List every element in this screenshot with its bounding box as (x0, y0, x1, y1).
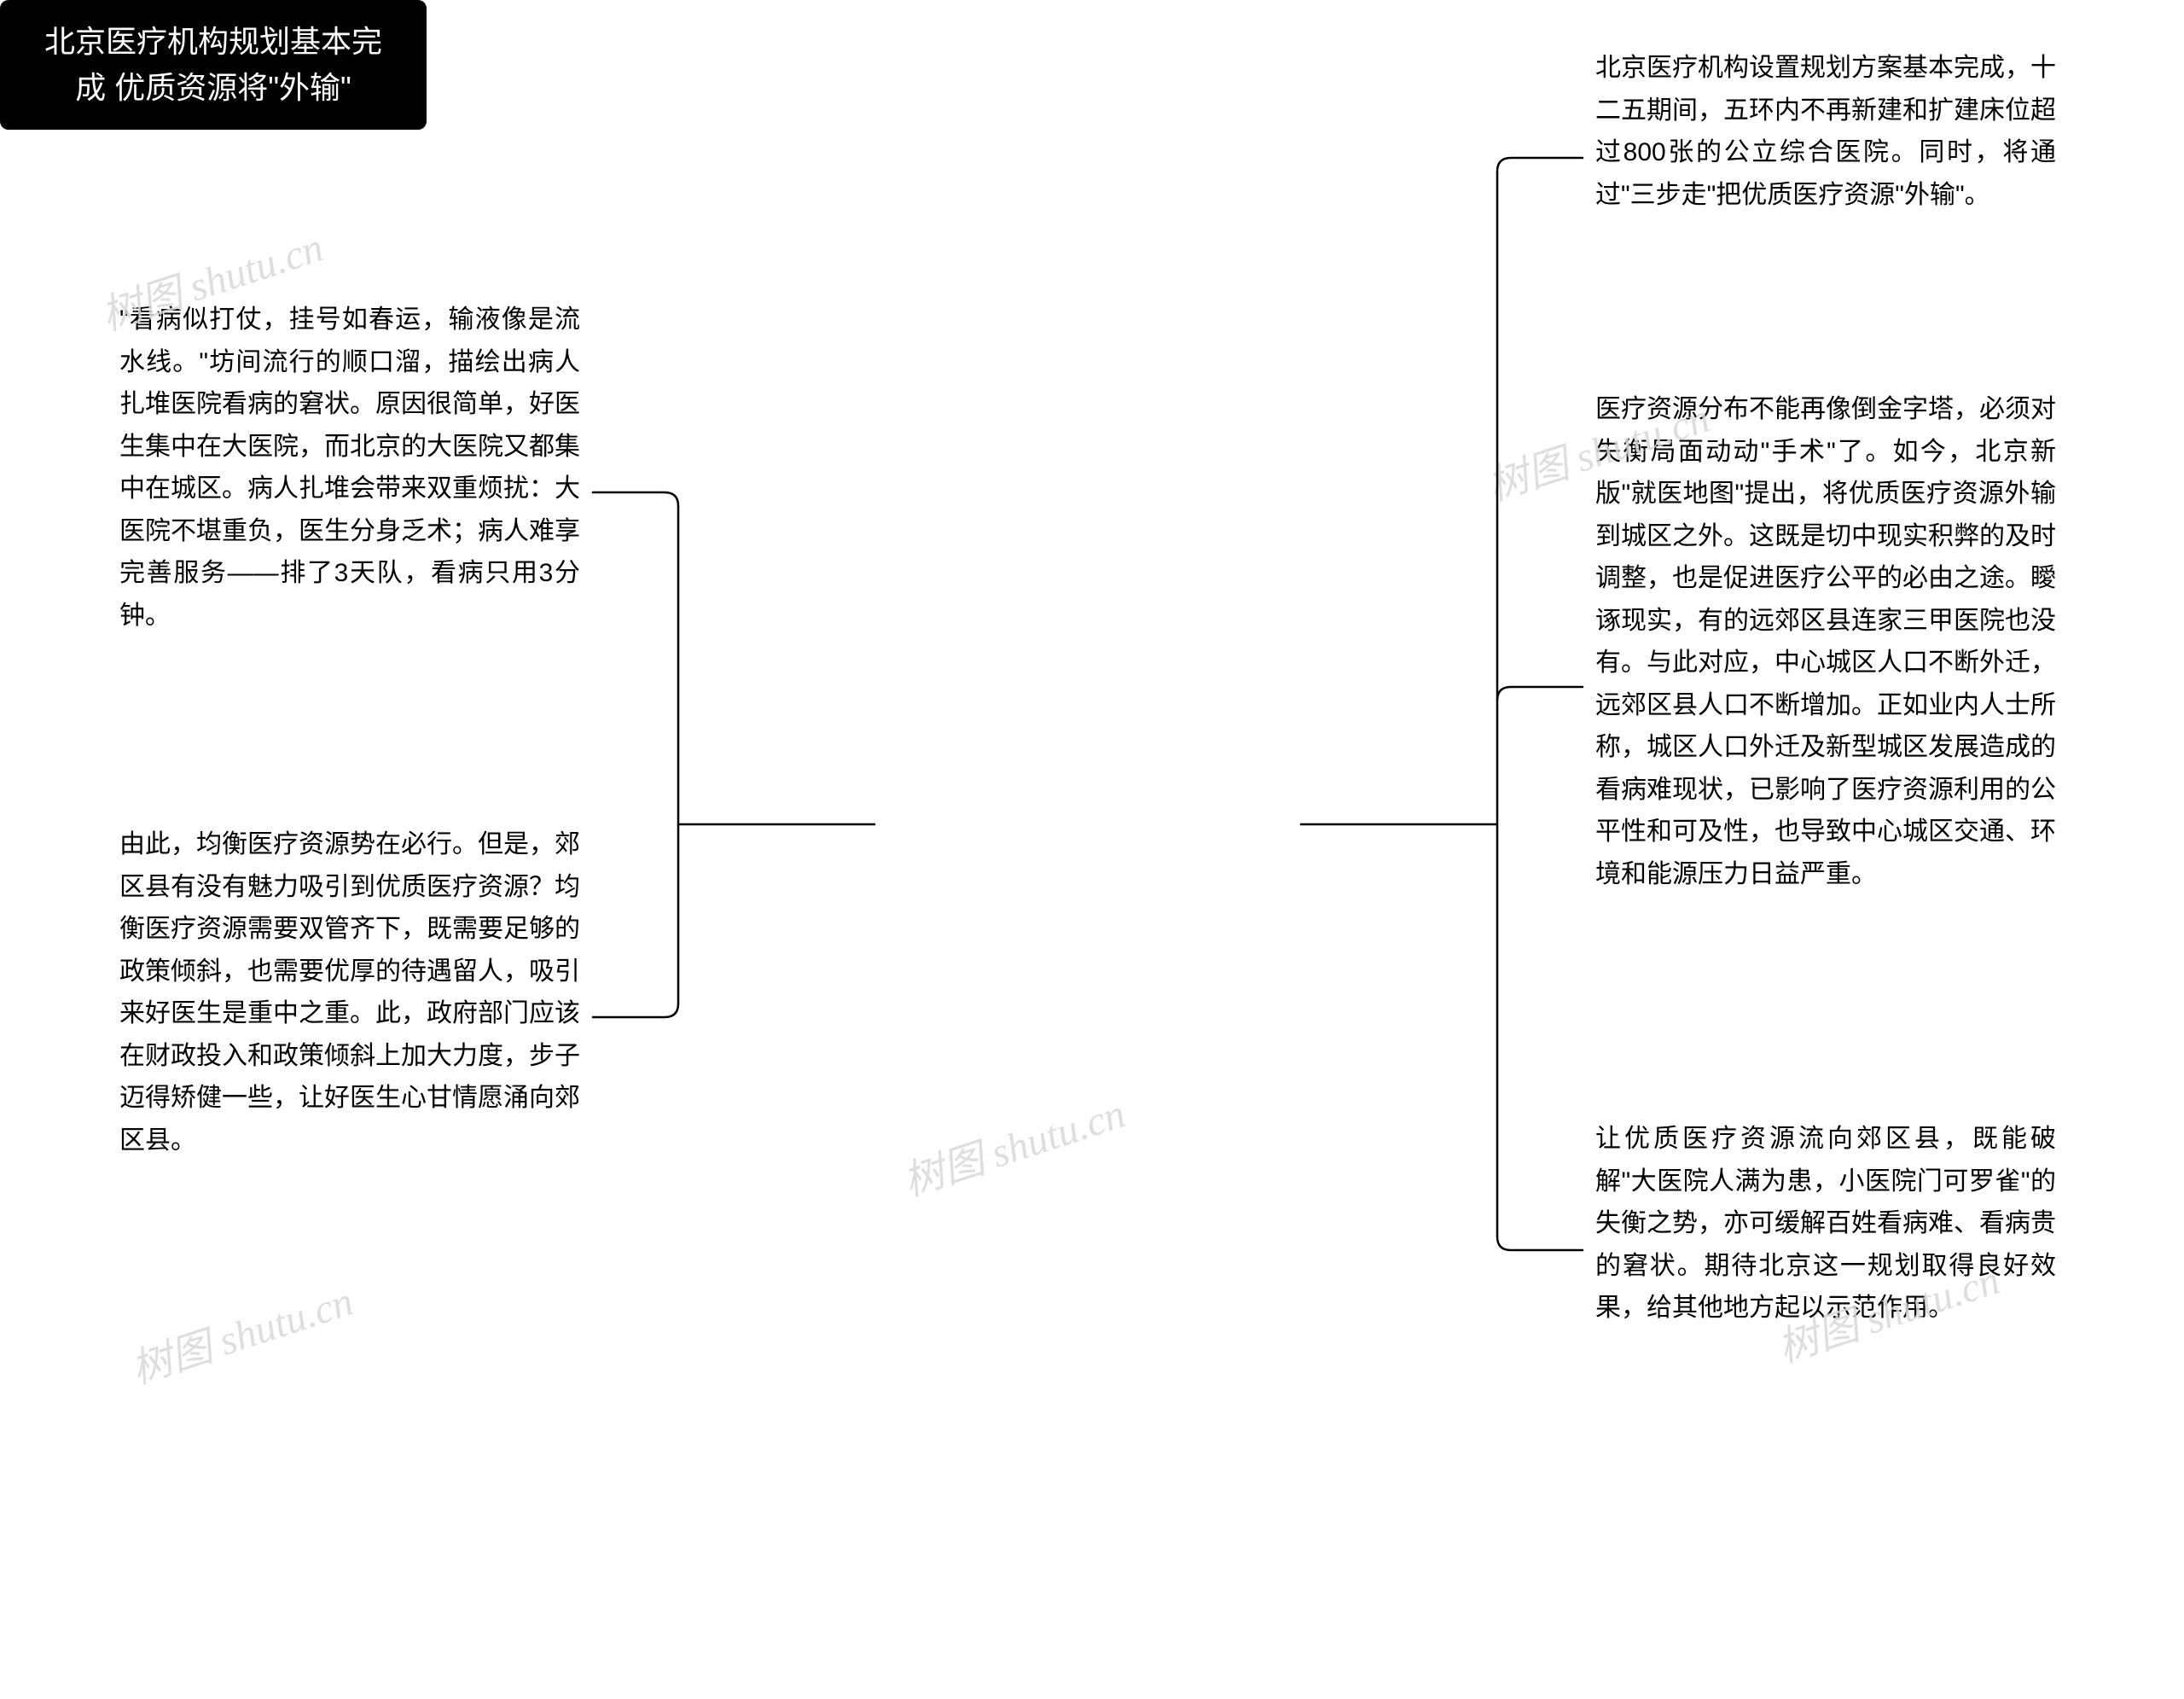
left-node-0: "看病似打仗，挂号如春运，输液像是流水线。"坊间流行的顺口溜，描绘出病人扎堆医院… (119, 299, 580, 637)
watermark: 树图 shutu.cn (894, 1079, 1131, 1207)
mindmap-center: 北京医疗机构规划基本完 成 优质资源将"外输" (0, 0, 427, 130)
center-line1: 北京医疗机构规划基本完 (44, 24, 382, 59)
center-line2: 成 优质资源将"外输" (75, 70, 351, 105)
right-node-0: 北京医疗机构设置规划方案基本完成，十二五期间，五环内不再新建和扩建床位超过800… (1595, 47, 2056, 216)
right-node-1: 医疗资源分布不能再像倒金字塔，必须对失衡局面动动"手术"了。如今，北京新版"就医… (1595, 388, 2056, 895)
watermark: 树图 shutu.cn (122, 1267, 359, 1395)
right-node-2: 让优质医疗资源流向郊区县，既能破解"大医院人满为患，小医院门可罗雀"的失衡之势，… (1595, 1118, 2056, 1330)
left-node-1: 由此，均衡医疗资源势在必行。但是，郊区县有没有魅力吸引到优质医疗资源？均衡医疗资… (119, 823, 580, 1161)
